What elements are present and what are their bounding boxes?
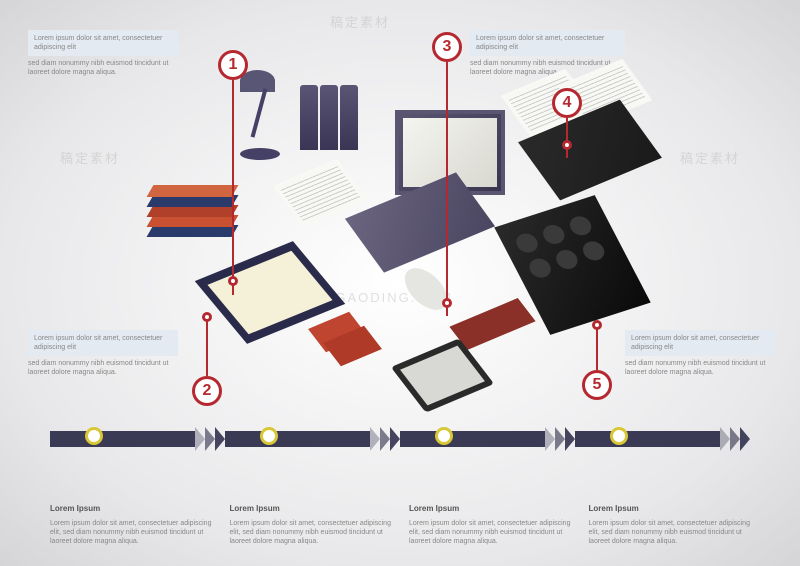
callout-header: Lorem ipsum dolor sit amet, consectetuer…: [470, 30, 625, 56]
chevron-right-icon: [215, 427, 225, 451]
timeline-node: [435, 427, 453, 445]
marker-dot: [228, 276, 238, 286]
marker-badge-4: 4: [552, 88, 582, 118]
chevron-right-icon: [545, 427, 555, 451]
marker-dot: [562, 140, 572, 150]
desc-header: Lorem Ipsum: [50, 504, 212, 514]
desc-header: Lorem Ipsum: [409, 504, 571, 514]
marker-line: [566, 118, 568, 158]
marker-line: [232, 80, 234, 295]
chevron-right-icon: [555, 427, 565, 451]
marker-dot: [442, 298, 452, 308]
chevron-right-icon: [370, 427, 380, 451]
marker-badge-1: 1: [218, 50, 248, 80]
marker-line: [596, 325, 598, 370]
marker-badge-5: 5: [582, 370, 612, 400]
desc-body: Lorem ipsum dolor sit amet, consectetuer…: [230, 519, 392, 546]
chevron-right-icon: [740, 427, 750, 451]
desc-header: Lorem Ipsum: [589, 504, 751, 514]
marker-line: [446, 62, 448, 316]
timeline-description-4: Lorem Ipsum Lorem ipsum dolor sit amet, c…: [589, 492, 751, 546]
marker-line: [206, 316, 208, 376]
timeline-description-1: Lorem Ipsum Lorem ipsum dolor sit amet, c…: [50, 492, 212, 546]
watermark-text: 稿定素材: [60, 148, 120, 167]
timeline-segment: [50, 431, 195, 447]
timeline-segment: [225, 431, 370, 447]
marker-badge-2: 2: [192, 376, 222, 406]
timeline-node: [610, 427, 628, 445]
chevron-right-icon: [390, 427, 400, 451]
tablet-icon: [391, 338, 494, 412]
chevron-right-icon: [195, 427, 205, 451]
timeline-bar: [50, 427, 750, 451]
binders-icon: [300, 85, 360, 160]
timeline-segment: [575, 431, 720, 447]
desk-lamp-icon: [235, 70, 285, 160]
desc-body: Lorem ipsum dolor sit amet, consectetuer…: [50, 519, 212, 546]
chevron-right-icon: [205, 427, 215, 451]
book-stack-icon: [150, 185, 245, 240]
chevron-right-icon: [380, 427, 390, 451]
chevron-right-icon: [720, 427, 730, 451]
timeline-node: [85, 427, 103, 445]
desc-body: Lorem ipsum dolor sit amet, consectetuer…: [589, 519, 751, 546]
timeline-description-2: Lorem Ipsum Lorem ipsum dolor sit amet, c…: [230, 492, 392, 546]
chevron-right-icon: [730, 427, 740, 451]
marker-dot: [592, 320, 602, 330]
timeline-descriptions: Lorem Ipsum Lorem ipsum dolor sit amet, c…: [50, 492, 750, 546]
marker-dot: [202, 312, 212, 322]
watermark-text: 稿定素材: [680, 148, 740, 167]
marker-badge-3: 3: [432, 32, 462, 62]
timeline-node: [260, 427, 278, 445]
chevron-right-icon: [565, 427, 575, 451]
timeline-description-3: Lorem Ipsum Lorem ipsum dolor sit amet, c…: [409, 492, 571, 546]
callout-header: Lorem ipsum dolor sit amet, consectetuer…: [28, 30, 178, 56]
timeline-segment: [400, 431, 545, 447]
desc-header: Lorem Ipsum: [230, 504, 392, 514]
desc-body: Lorem ipsum dolor sit amet, consectetuer…: [409, 519, 571, 546]
watermark-text: 稿定素材: [330, 12, 390, 31]
